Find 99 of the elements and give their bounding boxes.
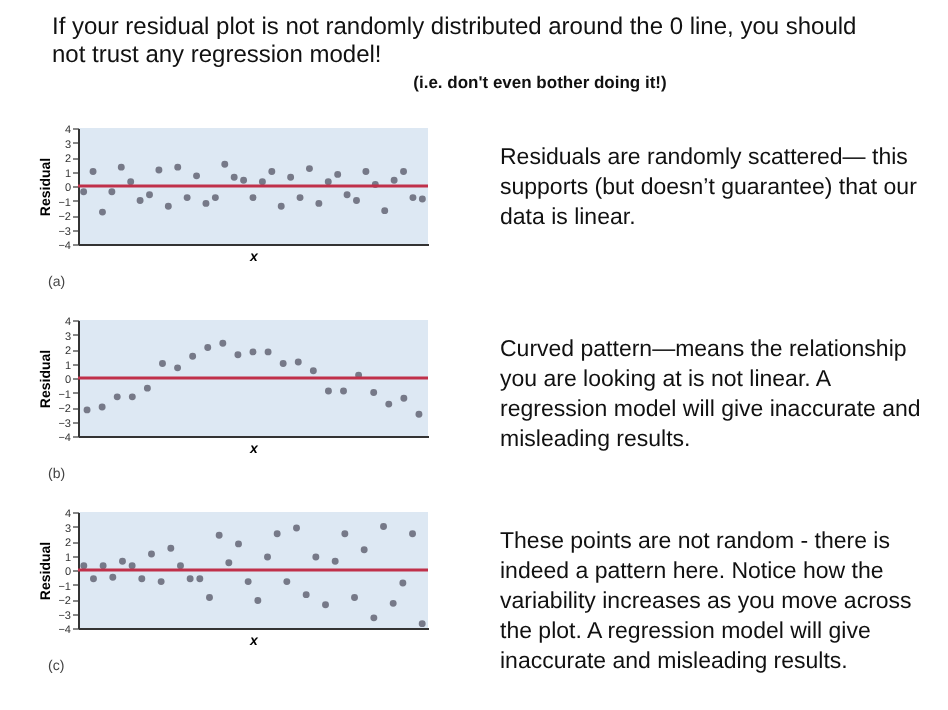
point [196,575,204,583]
point [322,601,329,609]
point [258,178,266,186]
point [324,178,332,186]
chart-title: If your residual plot is not randomly distributed around the 0 line, you should not trust any regression model! [52,12,859,68]
point [117,163,125,171]
point [370,389,378,396]
point [90,575,97,583]
point [294,358,302,366]
point [309,367,317,375]
point [264,348,272,356]
point [206,594,213,602]
point [202,199,210,207]
point [254,596,262,604]
point [302,591,310,599]
point [99,562,107,570]
point [400,168,407,175]
point [177,562,184,570]
point [283,578,291,586]
text: Curved pattern—means the relationship you are looking at is not linear. A regression model will give inaccurate and misleading results. [500,336,923,456]
point [225,559,233,567]
point [390,176,398,184]
point [146,191,153,199]
point [89,168,97,175]
point [351,594,358,602]
point [418,195,426,203]
point [183,194,191,202]
point [230,173,238,181]
point [98,403,106,411]
point [99,208,106,216]
point [109,573,117,581]
point [136,197,144,204]
point [385,400,393,408]
point [128,562,136,570]
point [296,194,304,202]
point [360,546,368,554]
point [370,614,378,622]
point [235,540,242,548]
point [418,620,426,628]
point [128,393,136,401]
point [279,360,287,367]
point [409,530,416,538]
point [305,165,313,173]
point [127,178,135,186]
point [264,553,271,561]
point [164,202,172,210]
point [204,344,212,352]
point [312,553,320,561]
point [113,393,121,401]
point [244,578,252,586]
point [249,194,257,202]
point [234,351,242,359]
point [334,170,342,178]
point [341,530,349,538]
point [293,524,300,532]
point [362,168,370,175]
point [389,599,397,607]
point [249,348,257,356]
point [343,191,351,199]
point [331,557,339,565]
point [83,406,91,414]
text: (i.e. don't even bother doing it!) [411,72,669,92]
point [353,197,360,204]
point [143,384,151,392]
point [155,166,163,174]
point [193,172,201,180]
point [340,387,347,395]
point [80,188,88,196]
point [174,163,182,171]
point [324,387,332,395]
point [186,575,194,583]
point [380,523,387,530]
point [409,194,417,202]
point [273,530,281,538]
point [268,168,276,175]
point [138,575,146,583]
point [189,352,197,360]
point [167,544,175,552]
point [159,360,166,367]
point [315,199,323,207]
point [219,339,227,347]
point [221,160,229,168]
point [415,410,423,418]
point [80,562,88,570]
point [240,176,248,184]
text: These points are not random - there is indeed a pattern here. Notice how the variability increases as you move across the plot. A regression model will give inaccurate and misleading results. [500,528,914,678]
point [400,394,408,402]
point [148,550,155,558]
point [174,364,182,372]
text: Residuals are randomly scattered— this supports (but doesn’t guarantee) that our data is linear. [500,144,919,234]
point [108,188,116,196]
point [399,579,407,587]
point [287,173,295,181]
point [381,207,389,215]
point [277,202,285,210]
point [119,557,126,565]
point [211,194,219,202]
point [215,531,223,539]
point [157,578,165,586]
